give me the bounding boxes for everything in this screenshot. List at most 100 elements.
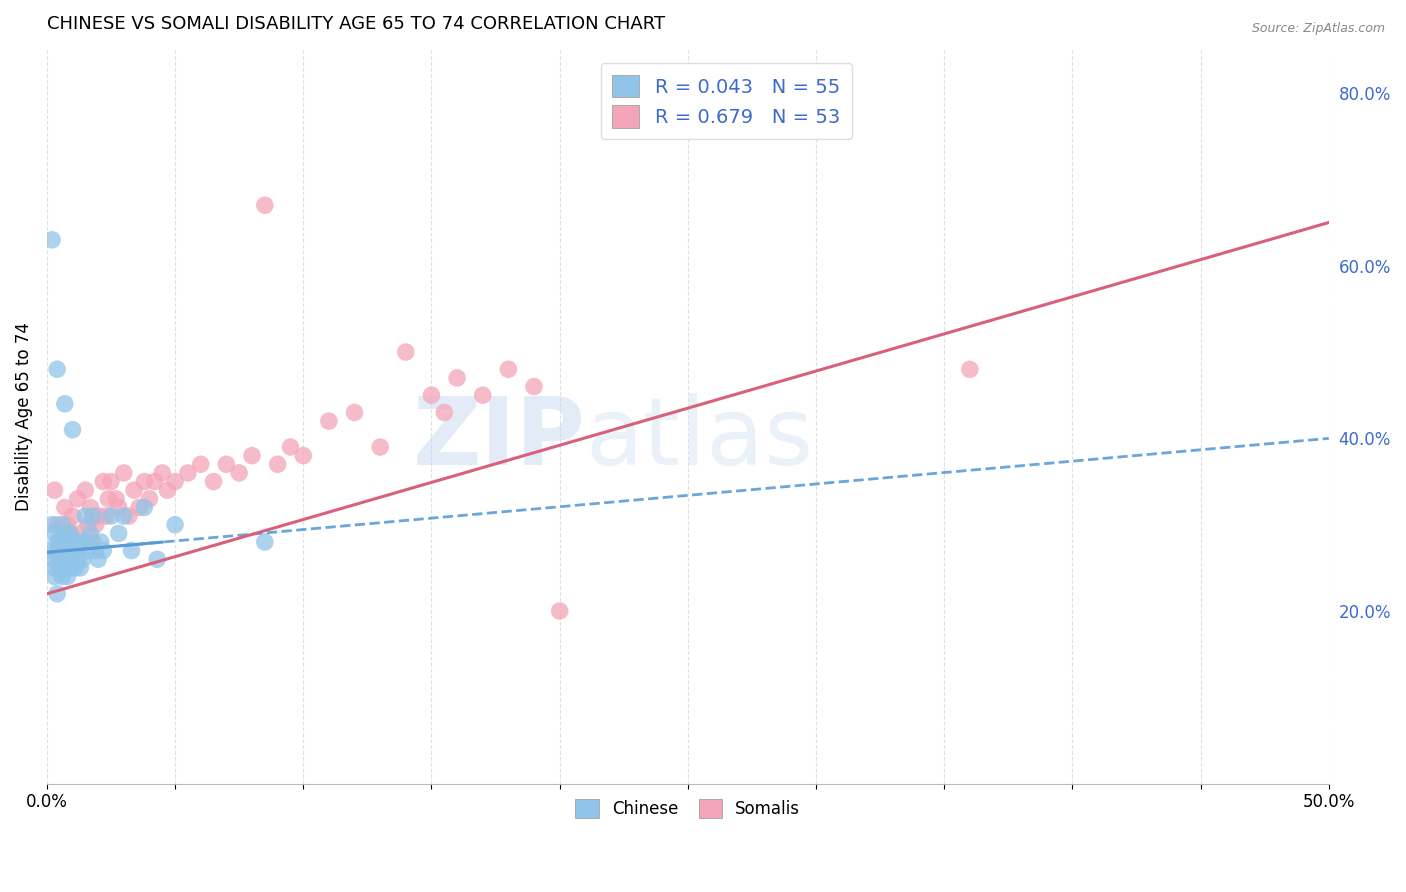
Point bbox=[62, 535, 84, 549]
Point bbox=[177, 466, 200, 480]
Point bbox=[41, 517, 63, 532]
Point bbox=[48, 552, 70, 566]
Point bbox=[240, 449, 263, 463]
Point bbox=[51, 517, 73, 532]
Point bbox=[56, 569, 79, 583]
Point bbox=[53, 543, 76, 558]
Point bbox=[82, 535, 104, 549]
Point bbox=[62, 543, 84, 558]
Text: CHINESE VS SOMALI DISABILITY AGE 65 TO 74 CORRELATION CHART: CHINESE VS SOMALI DISABILITY AGE 65 TO 7… bbox=[46, 15, 665, 33]
Point bbox=[446, 371, 468, 385]
Point bbox=[44, 569, 66, 583]
Point bbox=[82, 509, 104, 524]
Point bbox=[56, 552, 79, 566]
Point bbox=[44, 561, 66, 575]
Point bbox=[46, 587, 69, 601]
Point bbox=[69, 561, 91, 575]
Point bbox=[41, 233, 63, 247]
Point bbox=[87, 509, 110, 524]
Point bbox=[959, 362, 981, 376]
Point bbox=[51, 569, 73, 583]
Text: Source: ZipAtlas.com: Source: ZipAtlas.com bbox=[1251, 22, 1385, 36]
Point bbox=[165, 475, 187, 489]
Point bbox=[202, 475, 225, 489]
Point bbox=[75, 483, 97, 498]
Point bbox=[46, 543, 69, 558]
Point bbox=[66, 552, 89, 566]
Point bbox=[498, 362, 520, 376]
Point bbox=[100, 475, 122, 489]
Point bbox=[128, 500, 150, 515]
Text: atlas: atlas bbox=[585, 392, 814, 484]
Point bbox=[51, 535, 73, 549]
Point bbox=[44, 483, 66, 498]
Point bbox=[156, 483, 179, 498]
Point bbox=[46, 362, 69, 376]
Legend: Chinese, Somalis: Chinese, Somalis bbox=[567, 791, 808, 827]
Point bbox=[253, 198, 276, 212]
Point bbox=[48, 535, 70, 549]
Point bbox=[134, 500, 156, 515]
Point bbox=[59, 526, 82, 541]
Point bbox=[420, 388, 443, 402]
Point bbox=[56, 535, 79, 549]
Text: ZIP: ZIP bbox=[412, 392, 585, 484]
Point bbox=[63, 543, 86, 558]
Point bbox=[165, 517, 187, 532]
Point bbox=[190, 457, 212, 471]
Point bbox=[228, 466, 250, 480]
Point bbox=[69, 535, 91, 549]
Point bbox=[107, 526, 129, 541]
Point bbox=[134, 475, 156, 489]
Point bbox=[53, 561, 76, 575]
Point bbox=[46, 517, 69, 532]
Point bbox=[87, 552, 110, 566]
Point bbox=[62, 509, 84, 524]
Point bbox=[118, 509, 141, 524]
Point bbox=[146, 552, 169, 566]
Point bbox=[343, 405, 366, 419]
Point bbox=[44, 526, 66, 541]
Point bbox=[318, 414, 340, 428]
Point bbox=[72, 552, 94, 566]
Point bbox=[77, 543, 100, 558]
Point bbox=[75, 509, 97, 524]
Point bbox=[69, 526, 91, 541]
Point bbox=[266, 457, 288, 471]
Point bbox=[215, 457, 238, 471]
Point bbox=[292, 449, 315, 463]
Point bbox=[471, 388, 494, 402]
Point bbox=[53, 397, 76, 411]
Point bbox=[53, 526, 76, 541]
Point bbox=[51, 543, 73, 558]
Y-axis label: Disability Age 65 to 74: Disability Age 65 to 74 bbox=[15, 322, 32, 511]
Point bbox=[79, 526, 101, 541]
Point bbox=[100, 509, 122, 524]
Point bbox=[62, 552, 84, 566]
Point bbox=[548, 604, 571, 618]
Point bbox=[143, 475, 166, 489]
Point bbox=[53, 500, 76, 515]
Point bbox=[433, 405, 456, 419]
Point bbox=[51, 561, 73, 575]
Point bbox=[91, 543, 114, 558]
Point bbox=[48, 561, 70, 575]
Point bbox=[75, 535, 97, 549]
Point bbox=[91, 475, 114, 489]
Point bbox=[59, 561, 82, 575]
Point bbox=[368, 440, 391, 454]
Point bbox=[77, 517, 100, 532]
Point bbox=[523, 379, 546, 393]
Point bbox=[63, 561, 86, 575]
Point bbox=[94, 509, 117, 524]
Point bbox=[66, 491, 89, 506]
Point bbox=[56, 517, 79, 532]
Point bbox=[97, 491, 120, 506]
Point bbox=[38, 543, 60, 558]
Point bbox=[41, 552, 63, 566]
Point bbox=[105, 491, 128, 506]
Point bbox=[112, 509, 135, 524]
Point bbox=[150, 466, 173, 480]
Point bbox=[138, 491, 160, 506]
Point bbox=[122, 483, 145, 498]
